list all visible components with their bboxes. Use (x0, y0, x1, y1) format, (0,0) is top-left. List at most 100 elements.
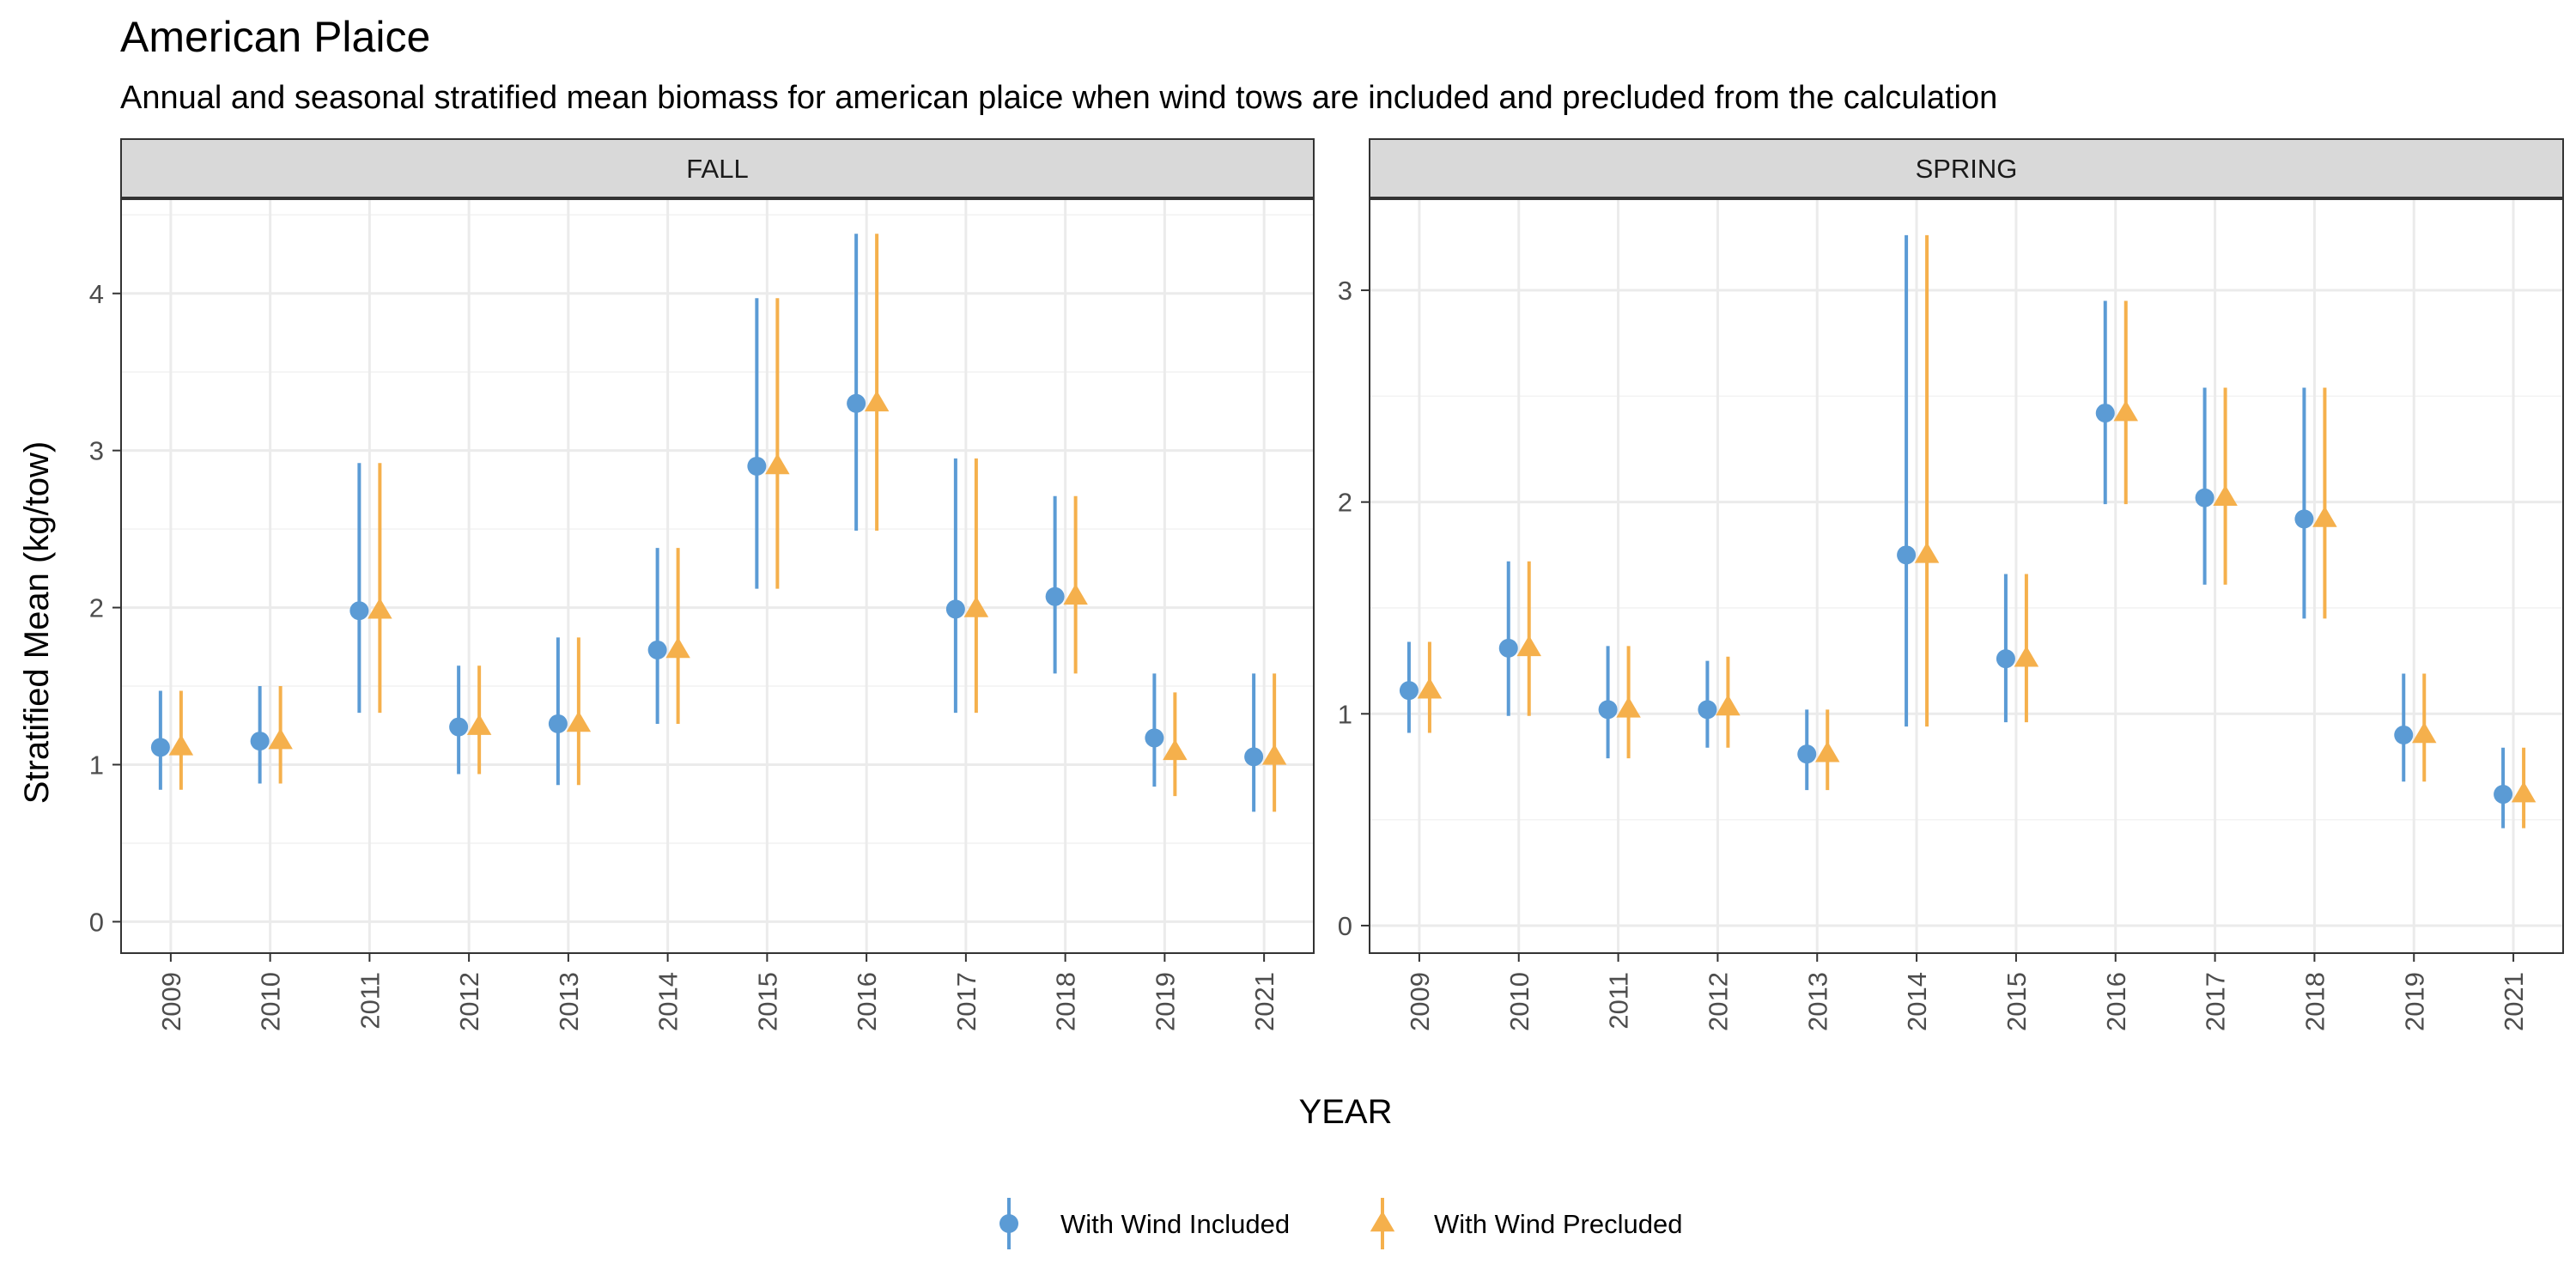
data-point (1261, 744, 1287, 765)
data-point (1163, 738, 1188, 761)
data-point (2014, 646, 2039, 667)
x-tick-label: 2019 (2399, 972, 2429, 1031)
x-tick-label: 2009 (156, 972, 186, 1031)
data-point (449, 717, 469, 737)
data-point (168, 734, 194, 756)
data-point (945, 599, 965, 619)
x-tick-label: 2016 (852, 972, 882, 1031)
y-tick-label: 3 (1338, 276, 1352, 306)
x-tick-label: 2009 (1405, 972, 1435, 1031)
data-point (1244, 747, 1264, 767)
x-tick-label: 2012 (1703, 972, 1733, 1031)
data-point (2113, 400, 2138, 422)
data-point (1598, 700, 1618, 720)
legend: With Wind Included With Wind Precluded (999, 1198, 1682, 1249)
x-tick-label: 2018 (1051, 972, 1081, 1031)
x-tick-label: 2015 (752, 972, 782, 1031)
data-point (1145, 728, 1164, 748)
data-point (2213, 484, 2238, 507)
x-tick-label: 2010 (1504, 972, 1534, 1031)
y-axis-title: Stratified Mean (kg/tow) (18, 441, 56, 804)
x-tick-label: 2021 (2499, 972, 2529, 1031)
data-point (2394, 725, 2414, 744)
x-tick-label: 2010 (256, 972, 286, 1031)
data-point (1797, 744, 1817, 764)
x-tick-label: 2014 (1902, 972, 1932, 1031)
data-point (1914, 542, 1940, 563)
y-tick-label: 0 (1338, 911, 1352, 941)
data-point (1698, 700, 1717, 720)
data-point (466, 714, 492, 735)
y-tick-label: 4 (89, 279, 104, 309)
series-wind-included (1399, 234, 2513, 829)
data-point (847, 393, 866, 413)
x-tick-label: 2018 (2300, 972, 2330, 1031)
legend-label: With Wind Precluded (1434, 1209, 1682, 1239)
x-axis-title: YEAR (1299, 1093, 1393, 1131)
y-tick-label: 3 (89, 436, 104, 466)
facet-strip-label: FALL (686, 154, 748, 184)
x-tick-label: 2012 (454, 972, 484, 1031)
x-tick-label: 2013 (1802, 972, 1832, 1031)
data-point (1716, 694, 1741, 716)
data-point (1498, 638, 1518, 658)
x-tick-label: 2015 (2002, 972, 2032, 1031)
data-point (747, 456, 767, 476)
panel-border (1369, 198, 2564, 954)
data-point (250, 732, 270, 751)
x-tick-label: 2016 (2101, 972, 2131, 1031)
data-point (647, 640, 667, 659)
facet-strip (1369, 138, 2564, 198)
x-tick-label: 2011 (355, 972, 385, 1030)
panel-spring: SPRING 0 1 2 3 2009 2010 2011 2012 2013 2014 2015 20… (1338, 138, 2564, 1031)
chart-subtitle: Annual and seasonal stratified mean biom… (120, 80, 1997, 116)
x-tick-label: 2011 (1604, 972, 1634, 1030)
data-point (2412, 721, 2437, 744)
data-point (2095, 404, 2115, 423)
legend-item-wind-precluded: With Wind Precluded (1370, 1198, 1682, 1249)
data-point (1897, 545, 1917, 565)
chart-title: American Plaice (120, 13, 430, 61)
data-point (1045, 586, 1065, 606)
data-point (963, 596, 989, 617)
y-tick-label: 0 (89, 907, 104, 937)
legend-label: With Wind Included (1060, 1209, 1290, 1239)
facet-strip-label: SPRING (1916, 154, 2018, 184)
y-tick-label: 1 (89, 750, 104, 781)
panel-background (121, 199, 1314, 953)
data-point (548, 714, 568, 733)
y-tick-label: 2 (1338, 488, 1352, 518)
panel-border (120, 198, 1315, 954)
data-point (349, 601, 369, 621)
data-point (1815, 741, 1840, 762)
data-point (150, 738, 170, 757)
x-tick-label: 2013 (554, 972, 584, 1031)
data-point (864, 390, 890, 412)
data-point (368, 598, 392, 619)
y-tick-label: 1 (1338, 699, 1352, 729)
x-tick-label: 2021 (1249, 972, 1279, 1031)
data-point (2294, 509, 2314, 529)
data-point (1417, 677, 1443, 699)
data-point (2494, 785, 2513, 805)
x-tick-label: 2014 (653, 972, 683, 1031)
data-point (268, 728, 293, 750)
data-point (1063, 583, 1088, 605)
legend-key-marker (1370, 1211, 1395, 1232)
series-wind-precluded (168, 234, 1287, 812)
data-point (566, 710, 592, 732)
data-point (665, 636, 690, 659)
series-wind-precluded (1417, 234, 2537, 829)
data-point (1616, 696, 1641, 718)
x-tick-label: 2019 (1150, 972, 1180, 1031)
series-wind-included (150, 234, 1264, 812)
data-point (1516, 635, 1541, 657)
legend-key-marker (999, 1214, 1018, 1233)
x-tick-label: 2017 (2201, 972, 2231, 1031)
x-tick-label: 2017 (951, 972, 981, 1031)
data-point (2312, 506, 2337, 527)
y-tick-label: 2 (89, 593, 104, 623)
facet-strip (120, 138, 1315, 198)
